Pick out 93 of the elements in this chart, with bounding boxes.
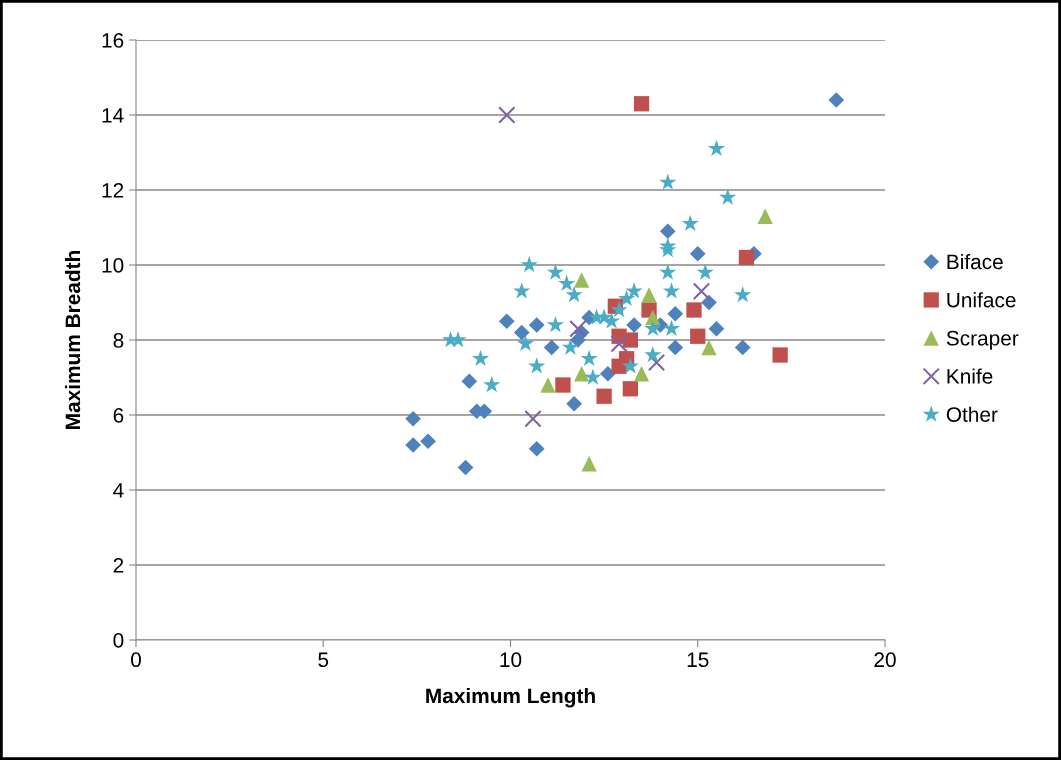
point [581,456,597,472]
point [498,106,516,124]
x-tick-label: 15 [687,652,709,668]
x-tick-label: 20 [874,652,896,668]
point [516,334,535,352]
point [828,92,845,108]
point [772,347,788,363]
point [610,300,628,318]
point [734,339,751,356]
point [528,440,545,457]
point [513,324,530,341]
point [667,305,684,322]
point [528,317,545,333]
point [659,223,676,240]
y-axis-title: Maximum Breadth [64,250,81,429]
point [622,381,638,397]
y-tick-label: 0 [113,633,124,648]
point [690,328,706,344]
y-tick-label: 4 [113,483,124,498]
point [513,282,531,299]
point [644,345,662,363]
point [757,208,773,224]
point [644,319,662,337]
point [696,263,714,280]
x-tick-label: 10 [500,652,522,668]
point [719,188,737,205]
point [626,317,642,333]
point [692,282,711,300]
point [610,335,628,353]
point [618,289,636,307]
point [520,255,538,273]
point [483,375,501,393]
y-tick-label: 12 [102,183,124,198]
point [461,373,478,390]
point [528,357,546,374]
point [584,368,602,385]
point [405,410,421,427]
x-axis-title: Maximum Length [426,687,595,708]
y-tick-label: 6 [113,408,124,423]
point [471,349,490,367]
point [633,366,650,382]
legend-label: Other [946,406,998,422]
point [565,285,583,303]
point [659,263,677,280]
point [580,349,598,367]
point [708,320,725,337]
point [734,285,752,303]
point [622,332,638,348]
point [546,315,565,333]
y-tick-label: 10 [102,258,124,273]
point [405,437,421,453]
legend-label: Biface [947,253,1003,270]
point [667,339,684,356]
point [681,214,699,232]
point [566,395,583,412]
point [701,294,717,311]
point [457,459,474,476]
point [689,245,706,262]
point [633,96,650,112]
legend-label: Knife [947,368,993,384]
point [701,339,717,356]
point [662,319,681,337]
point [686,302,702,318]
point [558,274,576,292]
point [707,139,726,157]
y-tick-label: 8 [113,333,124,348]
legend-label: Uniface [947,292,1016,308]
y-tick-label: 16 [102,33,124,48]
point [621,357,639,374]
point [662,282,681,299]
point [555,377,571,393]
point [574,272,590,288]
point [645,309,661,326]
y-tick-label: 2 [113,558,124,573]
point [625,282,643,299]
point [498,313,515,330]
point [574,366,590,382]
point [647,353,666,372]
point [543,339,560,356]
point [596,388,612,404]
point [420,433,436,450]
x-tick-label: 0 [131,652,141,668]
point [546,263,565,280]
point [659,173,677,190]
point [569,320,587,338]
point [738,249,755,266]
y-tick-label: 14 [102,108,124,123]
x-tick-label: 5 [318,652,329,668]
legend-label: Scraper [946,330,1019,350]
point [540,377,556,393]
point [524,410,542,428]
point [641,287,657,303]
point [561,338,580,355]
